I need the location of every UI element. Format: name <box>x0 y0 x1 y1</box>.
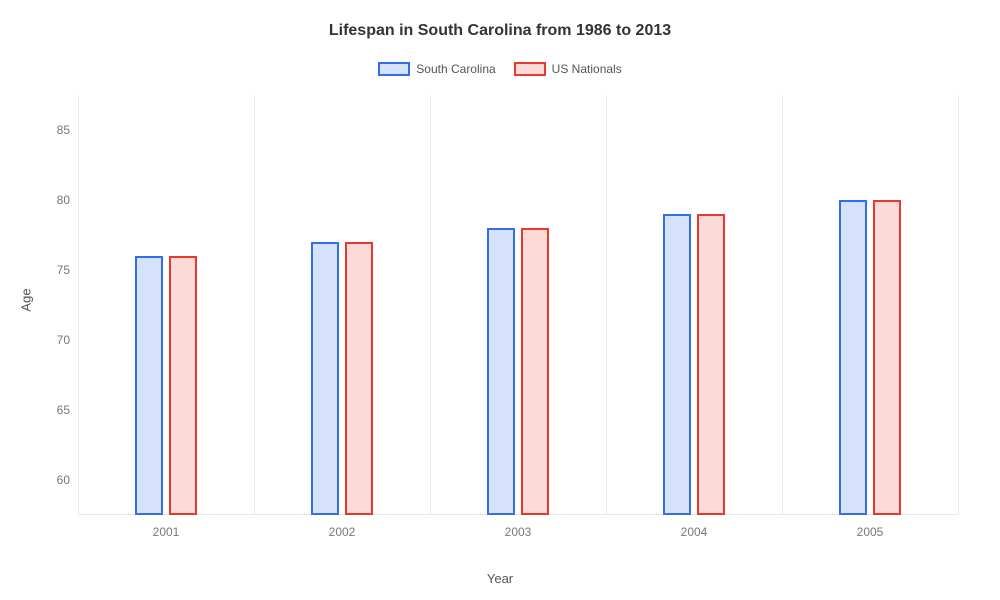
y-tick-label: 85 <box>57 123 70 137</box>
bar <box>487 228 515 515</box>
x-tick-label: 2002 <box>329 525 356 539</box>
chart-title: Lifespan in South Carolina from 1986 to … <box>0 22 1000 40</box>
legend-swatch <box>378 62 410 76</box>
legend-label: US Nationals <box>552 62 622 76</box>
bar <box>521 228 549 515</box>
bar <box>839 200 867 515</box>
y-axis-label: Age <box>19 288 34 311</box>
bar <box>697 214 725 515</box>
grid-line <box>782 95 783 515</box>
bar <box>311 242 339 515</box>
bar <box>663 214 691 515</box>
x-tick-label: 2003 <box>505 525 532 539</box>
y-tick-label: 60 <box>57 473 70 487</box>
grid-line <box>254 95 255 515</box>
x-tick-label: 2004 <box>681 525 708 539</box>
grid-line <box>958 95 959 515</box>
x-axis-line <box>78 514 958 515</box>
grid-line <box>430 95 431 515</box>
y-tick-label: 80 <box>57 193 70 207</box>
bar <box>345 242 373 515</box>
plot-area: 20012002200320042005606570758085 <box>78 95 958 515</box>
grid-line <box>78 95 79 515</box>
grid-line <box>606 95 607 515</box>
legend-item: South Carolina <box>378 62 495 76</box>
legend-label: South Carolina <box>416 62 495 76</box>
legend-item: US Nationals <box>514 62 622 76</box>
x-tick-label: 2005 <box>857 525 884 539</box>
y-tick-label: 75 <box>57 263 70 277</box>
bar <box>873 200 901 515</box>
y-tick-label: 65 <box>57 403 70 417</box>
bar <box>135 256 163 515</box>
bar <box>169 256 197 515</box>
x-axis-label: Year <box>487 571 513 586</box>
legend: South Carolina US Nationals <box>0 62 1000 76</box>
chart-container: Lifespan in South Carolina from 1986 to … <box>0 0 1000 600</box>
x-tick-label: 2001 <box>153 525 180 539</box>
legend-swatch <box>514 62 546 76</box>
y-tick-label: 70 <box>57 333 70 347</box>
